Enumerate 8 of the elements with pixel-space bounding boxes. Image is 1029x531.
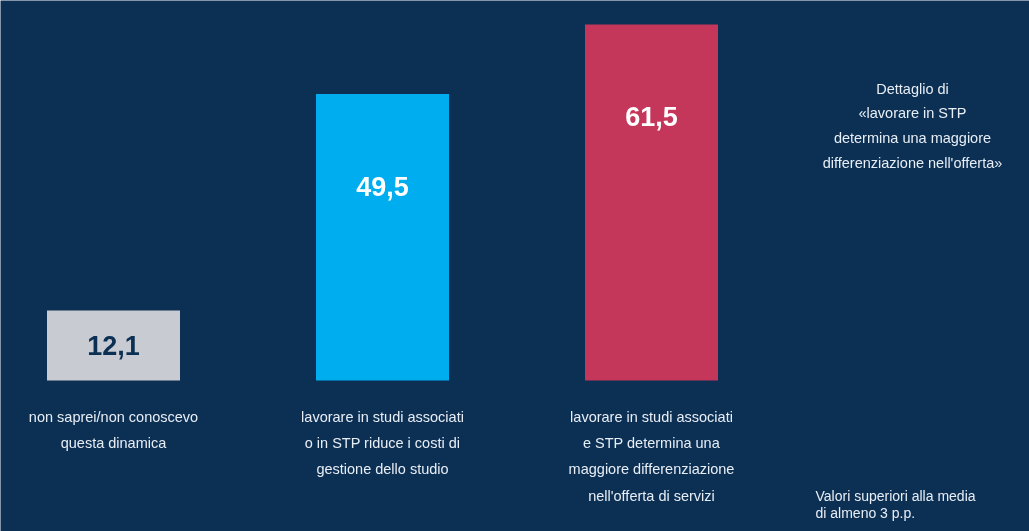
- data-label: 61,5: [625, 102, 678, 133]
- x-tick-label: lavorare in studi associati e STP determina una maggiore differenziazione nell'offerta di servizi: [568, 408, 735, 504]
- data-label: 49,5: [356, 171, 409, 202]
- x-tick-label: non saprei/non conoscevo questa dinamica: [28, 408, 199, 451]
- text: Valori superiori alla media di almeno 3 p.p.: [815, 487, 976, 522]
- data-label: 12,1: [87, 330, 140, 361]
- text: Dettaglio di «lavorare in STP determina una maggiore differenziazione nell'offerta»: [822, 80, 1003, 171]
- x-tick-label: lavorare in studi associati o in STP riduce i costi di gestione dello studio: [301, 408, 464, 478]
